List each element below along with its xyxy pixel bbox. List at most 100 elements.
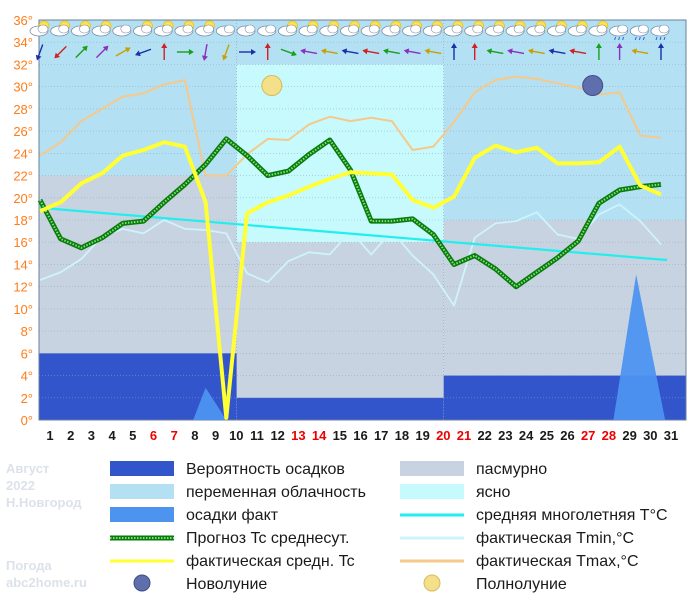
wind-arrow-shaft — [406, 50, 421, 55]
precip-prob-bar — [236, 397, 444, 420]
wind-arrow-icon — [658, 43, 664, 60]
legend-swatch — [400, 484, 464, 499]
watermark-city: Н.Новгород — [6, 495, 82, 510]
x-tick-label: 3 — [88, 428, 95, 443]
y-tick-label: 20° — [13, 191, 33, 206]
weather-icon-cloudy — [112, 24, 132, 37]
wind-arrow-head — [616, 43, 623, 48]
raindrop-icon — [663, 36, 666, 41]
moon-phases — [261, 75, 604, 97]
cloud-puff-icon — [244, 24, 256, 34]
x-tick-label: 14 — [312, 428, 327, 443]
weather-icon-partly — [50, 20, 70, 37]
legend-item-forecast: Прогноз Tc среднесут. — [110, 530, 349, 547]
wind-arrow-shaft — [489, 50, 504, 55]
series-tmin — [39, 203, 662, 307]
cloud-puff-icon — [410, 24, 421, 34]
weather-icons-row — [29, 20, 670, 41]
x-tick-label: 22 — [477, 428, 491, 443]
cloud-puff-icon — [451, 24, 463, 34]
raindrop-icon — [634, 36, 637, 41]
watermark-site-label: Погода — [6, 558, 53, 573]
weather-icon-cloudy — [215, 24, 235, 37]
wind-arrow-shaft — [37, 44, 44, 58]
cloud-puff-icon — [348, 24, 359, 34]
weather-icon-partly — [340, 20, 360, 37]
watermark-month: Август — [6, 461, 49, 476]
raindrop-icon — [618, 36, 621, 41]
x-tick-label: 29 — [622, 428, 636, 443]
cloud-puff-icon — [224, 24, 235, 34]
wind-arrow-icon — [451, 43, 457, 60]
legend-swatch — [110, 461, 174, 476]
x-tick-label: 16 — [353, 428, 367, 443]
weather-icon-partly — [195, 20, 215, 37]
series-tmax — [39, 75, 662, 177]
wind-arrow-head — [527, 48, 534, 55]
legend-item-tavg: фактическая средн. Tc — [110, 553, 355, 570]
y-tick-label: 26° — [13, 124, 33, 139]
cloud-puff-icon — [58, 24, 70, 34]
x-tick-label: 21 — [457, 428, 471, 443]
weather-icon-partly — [402, 20, 422, 37]
y-tick-label: 30° — [13, 80, 33, 95]
legend-label: пасмурно — [476, 461, 547, 478]
cloud-puff-icon — [79, 24, 90, 34]
y-tick-label: 0° — [21, 413, 33, 428]
wind-arrow-head — [507, 48, 513, 55]
weather-icon-cloudy — [257, 24, 277, 37]
wind-arrow-head — [161, 43, 168, 48]
legend-item-norm: средняя многолетняя T°C — [400, 507, 668, 524]
legend-item-precip_fact: осадки факт — [110, 507, 279, 524]
cloud-puff-icon — [617, 24, 628, 34]
wind-arrow-icon — [424, 48, 442, 55]
wind-arrow-head — [403, 48, 410, 55]
wind-arrow-head — [135, 50, 141, 57]
weather-icon-rain — [629, 24, 649, 41]
x-tick-label: 6 — [150, 428, 157, 443]
wind-arrow-icon — [135, 48, 152, 57]
wind-arrow-head — [320, 48, 327, 55]
y-tick-label: 12° — [13, 280, 33, 295]
cloud-puff-icon — [99, 24, 111, 34]
wind-arrow-shaft — [385, 50, 400, 55]
wind-arrow-shaft — [75, 47, 87, 59]
x-tick-label: 4 — [108, 428, 116, 443]
legend-item-newmoon: Новолуние — [133, 574, 267, 593]
wind-arrow-shaft — [223, 44, 230, 58]
legend-label: Полнолуние — [476, 576, 567, 593]
y-tick-label: 16° — [13, 235, 33, 250]
wind-arrow-head — [362, 48, 368, 55]
weather-icon-partly — [153, 20, 174, 37]
x-tick-label: 15 — [333, 428, 347, 443]
legend-swatch — [400, 461, 464, 476]
cloud-band-overcast — [236, 242, 444, 420]
y-tick-label: 34° — [13, 35, 33, 50]
watermark-site: abc2home.ru — [6, 575, 87, 590]
wind-arrow-shaft — [551, 50, 566, 55]
wind-arrow-shaft — [280, 48, 295, 55]
cloud-puff-icon — [182, 24, 194, 34]
wind-arrow-head — [201, 55, 208, 61]
series-tavg — [39, 140, 662, 420]
wind-arrow-head — [595, 43, 602, 48]
cloud-band-partly — [443, 64, 686, 220]
wind-arrow-icon — [201, 43, 208, 61]
y-tick-label: 28° — [13, 102, 33, 117]
cloud-puff-icon — [658, 24, 670, 34]
wind-arrow-head — [471, 43, 478, 48]
wind-arrow-shaft — [572, 50, 587, 55]
wind-arrow-icon — [35, 44, 44, 61]
cloud-puff-icon — [306, 24, 318, 34]
wind-arrow-shaft — [115, 48, 129, 57]
wind-arrow-icon — [527, 48, 545, 55]
cloud-puff-icon — [472, 24, 484, 34]
raindrop-icon — [659, 36, 662, 41]
wind-arrow-shaft — [344, 50, 359, 55]
wind-arrow-head — [569, 48, 575, 55]
wind-arrow-head — [35, 54, 42, 61]
weather-icon-partly — [319, 20, 340, 37]
wind-arrow-icon — [616, 43, 623, 60]
wind-arrow-icon — [300, 48, 318, 55]
